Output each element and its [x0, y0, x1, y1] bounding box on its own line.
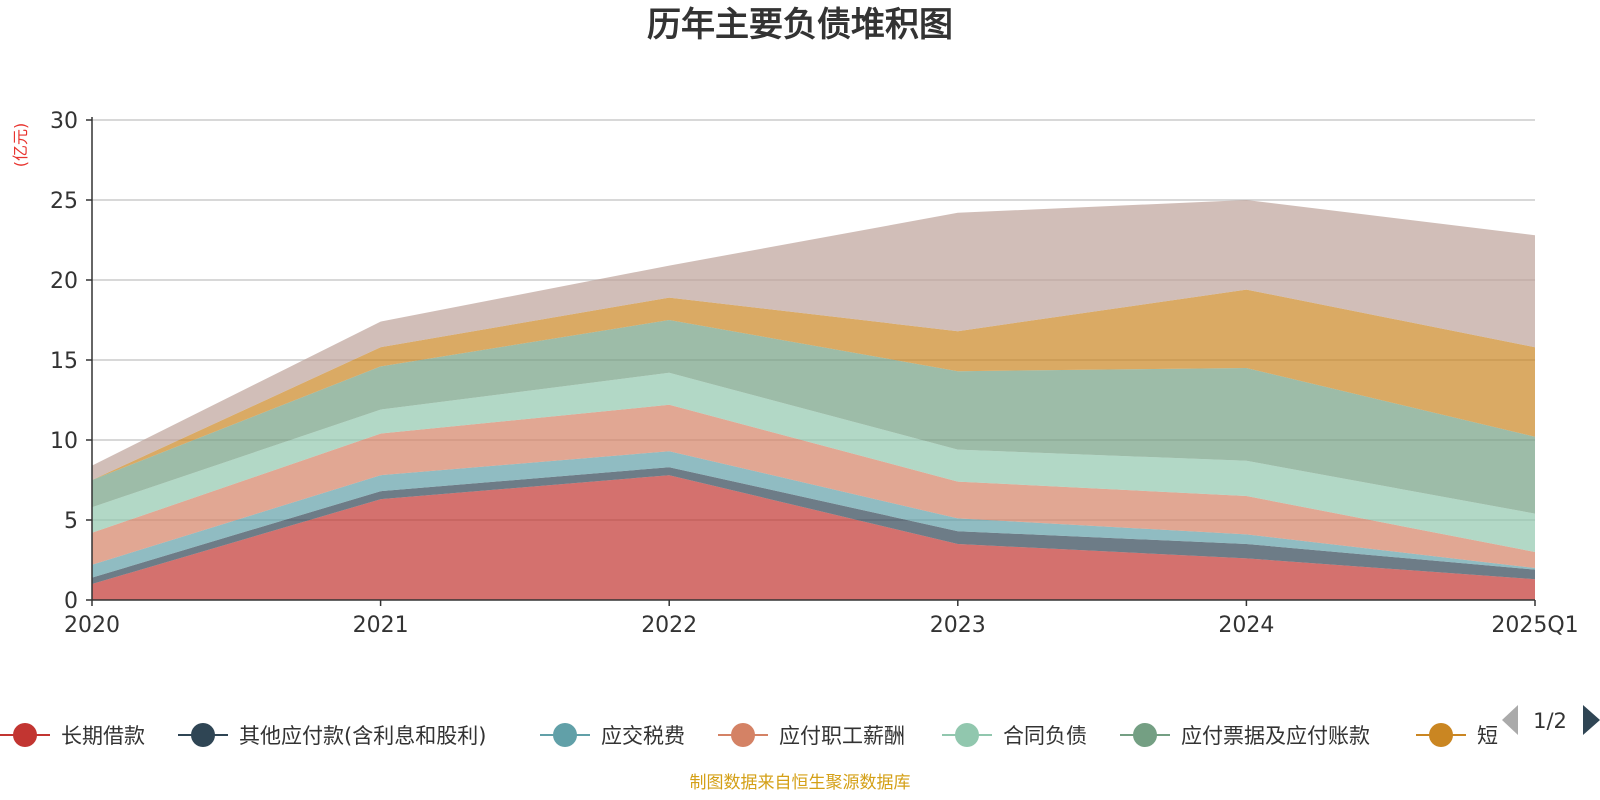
axes	[91, 117, 1535, 601]
area-series	[92, 320, 1535, 514]
legend-label: 应交税费	[601, 724, 685, 748]
legend-marker-icon	[955, 723, 979, 747]
chart-title: 历年主要负债堆积图	[647, 5, 953, 45]
y-tick-label: 10	[50, 429, 78, 454]
legend-next-icon[interactable]	[1583, 705, 1600, 735]
legend-label: 长期借款	[61, 724, 145, 748]
legend-marker-icon	[13, 723, 37, 747]
legend: 长期借款 其他应付款(含利息和股利) 应交税费 应付职工薪酬 合同负债 应付票据及应付账款…	[0, 723, 1498, 748]
legend-marker-icon	[1133, 723, 1157, 747]
legend-item[interactable]: 合同负债	[942, 723, 1087, 748]
legend-item[interactable]: 短	[1416, 723, 1498, 748]
y-axis-unit-label: (亿元)	[11, 123, 30, 168]
legend-label: 其他应付款(含利息和股利)	[239, 724, 486, 748]
data-source-note: 制图数据来自恒生聚源数据库	[690, 773, 911, 793]
legend-item[interactable]: 应付职工薪酬	[718, 723, 905, 748]
legend-marker-icon	[553, 723, 577, 747]
legend-marker-icon	[731, 723, 755, 747]
legend-item[interactable]: 应付票据及应付账款	[1120, 723, 1370, 748]
area-series	[92, 404, 1535, 568]
area-series	[92, 475, 1535, 600]
area-series	[92, 289, 1535, 480]
y-tick-label: 30	[50, 109, 78, 134]
x-tick-label: 2020	[64, 613, 120, 638]
legend-marker-icon	[1429, 723, 1453, 747]
area-series	[92, 451, 1535, 578]
area-series-group	[92, 200, 1535, 600]
y-tick-label: 0	[64, 589, 78, 614]
x-tick-label: 2022	[641, 613, 697, 638]
x-tick-label: 2021	[353, 613, 409, 638]
x-tick-label: 2023	[930, 613, 986, 638]
legend-item[interactable]: 其他应付款(含利息和股利)	[178, 723, 486, 748]
x-tick-label: 2024	[1218, 613, 1274, 638]
legend-item[interactable]: 应交税费	[540, 723, 685, 748]
legend-pager: 1/2	[1502, 705, 1600, 735]
y-tick-label: 20	[50, 269, 78, 294]
legend-marker-icon	[191, 723, 215, 747]
legend-item[interactable]: 长期借款	[0, 723, 145, 748]
y-tick-labels: 0 5 10 15 20 25 30	[50, 109, 78, 614]
legend-label: 应付票据及应付账款	[1181, 724, 1370, 748]
legend-prev-icon[interactable]	[1502, 705, 1518, 735]
area-series	[92, 467, 1535, 584]
y-tick-label: 15	[50, 349, 78, 374]
x-tick-labels: 2020 2021 2022 2023 2024 2025Q1	[64, 600, 1579, 638]
y-tick-label: 5	[64, 509, 78, 534]
area-series	[92, 372, 1535, 552]
x-tick-label: 2025Q1	[1491, 613, 1578, 638]
legend-label: 合同负债	[1003, 724, 1087, 748]
legend-page-indicator: 1/2	[1533, 709, 1567, 733]
area-series	[92, 200, 1535, 480]
y-tick-label: 25	[50, 189, 78, 214]
legend-label: 应付职工薪酬	[779, 724, 905, 748]
legend-label: 短	[1477, 724, 1498, 748]
